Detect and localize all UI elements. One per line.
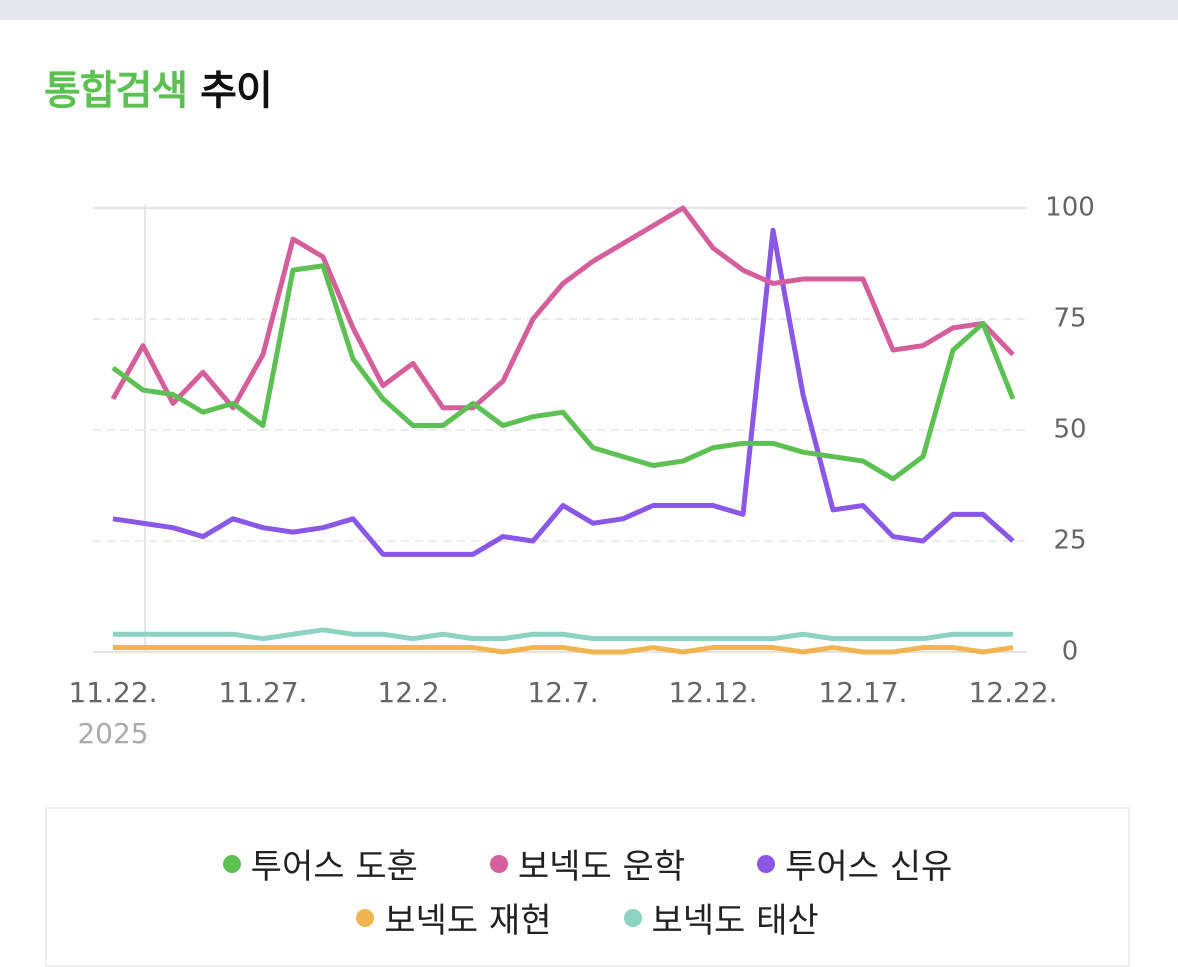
legend-label: 보넥도 태산 [651, 901, 819, 941]
top-bar [0, 0, 1178, 20]
x-tick-label: 12.2. [377, 676, 448, 709]
legend-label: 보넥도 운학 [517, 847, 686, 887]
y-tick-label: 50 [1053, 415, 1086, 445]
y-tick-label: 25 [1053, 526, 1086, 556]
y-tick-label: 0 [1062, 637, 1079, 667]
series-line [110, 205, 1015, 411]
series-line [112, 227, 1015, 557]
x-tick-label: 12.12. [668, 676, 757, 709]
x-tick-label: 12.22. [968, 676, 1057, 709]
legend-label: 투어스 신유 [785, 847, 953, 887]
legend-item[interactable]: 투어스 도훈 [222, 839, 418, 888]
title-highlight: 통합검색 [44, 68, 188, 114]
x-tick-label: 11.27. [218, 676, 307, 709]
series-line [113, 645, 1014, 655]
legend-item[interactable]: 투어스 신유 [757, 839, 952, 888]
legend-dot [222, 854, 241, 873]
y-tick-label: 100 [1045, 193, 1095, 223]
legend-item[interactable]: 보넥도 재현 [356, 893, 552, 942]
legend-item[interactable]: 보넥도 운학 [489, 839, 686, 888]
legend-item[interactable]: 보넥도 태산 [623, 893, 819, 942]
legend-dot [757, 854, 776, 873]
legend-dot [623, 908, 642, 927]
year-label: 2025 [77, 717, 148, 750]
x-tick-label: 12.7. [527, 676, 598, 709]
series-line [113, 627, 1013, 642]
legend-row: 투어스 도훈 보넥도 운학 투어스 신유 [47, 839, 1128, 888]
title-rest: 추이 [200, 68, 273, 114]
legend-label: 투어스 도훈 [250, 847, 418, 887]
series-line [111, 263, 1016, 482]
y-tick-label: 75 [1053, 304, 1086, 334]
chart-title: 통합검색 추이 [44, 58, 273, 116]
legend-label: 보넥도 재현 [384, 901, 552, 941]
legend-row: 보넥도 재현 보넥도 태산 [47, 893, 1128, 942]
x-tick-label: 11.22. [68, 676, 157, 709]
chart: 0 25 50 75 100 11.22. 11.27. 12.2. 12.7. 12.12. 12… [68, 193, 1095, 751]
legend-dot [356, 908, 375, 927]
x-tick-label: 12.17. [818, 676, 907, 709]
legend: 투어스 도훈 보넥도 운학 투어스 신유 보넥도 재현 보넥도 태산 [45, 807, 1130, 967]
legend-dot [489, 854, 508, 873]
